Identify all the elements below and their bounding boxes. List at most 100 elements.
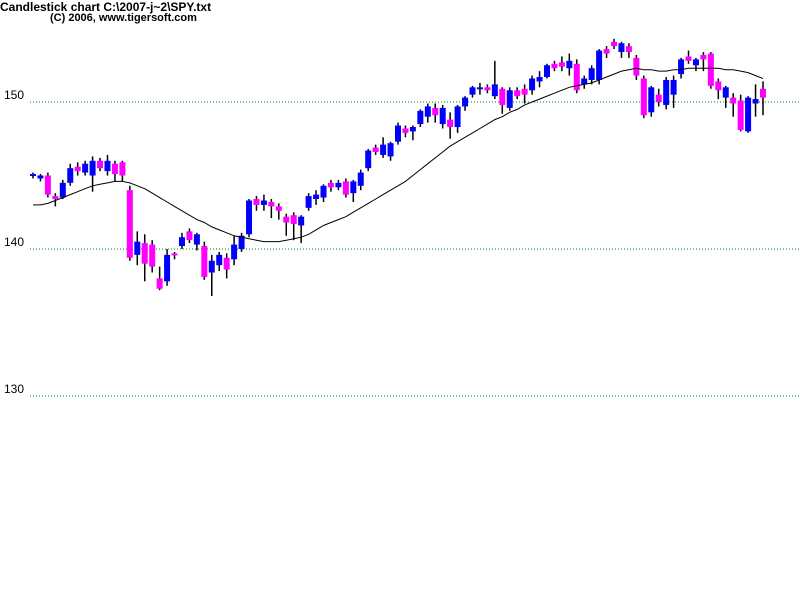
candle-body <box>454 106 461 127</box>
candle-body <box>350 181 357 194</box>
candle-body <box>536 77 543 82</box>
candle-body <box>476 87 483 90</box>
candle-body <box>692 59 699 66</box>
candle-body <box>730 97 737 104</box>
candle-body <box>558 62 565 67</box>
candle-body <box>342 181 349 195</box>
candle-body <box>424 106 431 117</box>
candle-body <box>678 59 685 75</box>
candle-body <box>74 166 81 172</box>
candle-body <box>529 78 536 91</box>
candle-body <box>246 200 253 235</box>
chart-title: Candlestick chart C:\2007-j~2\SPY.txt <box>0 0 211 14</box>
candle-body <box>447 119 454 127</box>
candle-body <box>596 50 603 80</box>
candle-body <box>253 199 260 205</box>
y-tick-label: 140 <box>4 235 24 249</box>
candle-body <box>685 56 692 61</box>
candle-body <box>402 128 409 133</box>
candle-body <box>283 216 290 223</box>
candle-body <box>543 65 550 78</box>
candle-body <box>625 46 632 53</box>
candle-body <box>290 215 297 225</box>
candle-body <box>52 196 59 200</box>
candle-body <box>506 90 513 108</box>
candle-body <box>223 257 230 270</box>
candle-body <box>715 81 722 91</box>
candle-body <box>618 43 625 53</box>
candle-body <box>231 244 238 260</box>
candle-body <box>193 234 200 245</box>
candle-body <box>611 41 618 47</box>
candle-body <box>305 196 312 208</box>
candle-body <box>514 90 521 97</box>
candle-body <box>655 94 662 103</box>
candle-body <box>707 53 714 86</box>
candle-body <box>663 79 670 105</box>
candle-body <box>745 97 752 132</box>
candle-body <box>670 79 677 95</box>
y-tick-label: 150 <box>4 88 24 102</box>
chart-subtitle: (C) 2006, www.tigersoft.com <box>50 12 197 24</box>
candle-body <box>335 182 342 188</box>
candle-body <box>216 254 223 266</box>
candle-body <box>37 175 44 179</box>
candle-body <box>327 182 334 188</box>
candle-body <box>298 216 305 226</box>
y-tick-label: 130 <box>4 382 24 396</box>
candle-body <box>97 160 104 169</box>
candle-body <box>469 87 476 95</box>
candle-body <box>603 49 610 54</box>
candle-body <box>320 185 327 198</box>
candle-body <box>566 60 573 69</box>
candle-body <box>104 160 111 172</box>
candle-body <box>395 125 401 142</box>
candle-body <box>432 107 439 116</box>
candle-body <box>722 87 729 98</box>
candle-body <box>499 88 506 105</box>
candle-body <box>588 68 595 80</box>
candle-body <box>365 150 372 169</box>
candle-body <box>186 231 193 241</box>
moving-average <box>33 67 764 243</box>
candle-body <box>640 78 647 116</box>
candle-body <box>260 200 267 205</box>
candle-body <box>156 278 163 289</box>
candle-body <box>141 243 148 264</box>
candle-body <box>462 97 469 107</box>
candle-body <box>387 143 394 157</box>
candle-body <box>573 63 580 91</box>
candle-body <box>59 182 66 198</box>
candle-body <box>126 190 133 258</box>
candle-body <box>67 168 74 183</box>
candle-body <box>633 57 640 76</box>
candle-body <box>164 254 171 282</box>
candle-body <box>313 194 320 200</box>
candle-body <box>119 162 126 176</box>
candle-body <box>648 87 655 113</box>
candle-body <box>89 160 96 176</box>
candle-body <box>171 253 178 256</box>
candle-body <box>201 246 208 277</box>
candle-body <box>149 244 156 267</box>
candle-body <box>82 163 89 173</box>
candle-body <box>380 144 387 155</box>
candle-body <box>208 260 215 273</box>
candle-body <box>752 99 759 104</box>
candle-body <box>484 87 491 91</box>
candle-body <box>275 206 282 211</box>
candle-body <box>111 163 118 175</box>
candle-body <box>409 126 416 132</box>
candle-body <box>581 78 588 85</box>
candle-body <box>491 84 498 97</box>
candle-body <box>551 63 558 69</box>
candle-body <box>700 54 707 60</box>
candle-body <box>134 241 141 255</box>
candle-body <box>439 107 446 125</box>
candle-body <box>268 201 275 207</box>
candle-body <box>357 172 364 186</box>
candle-body <box>44 175 51 195</box>
candle-body <box>760 88 766 98</box>
